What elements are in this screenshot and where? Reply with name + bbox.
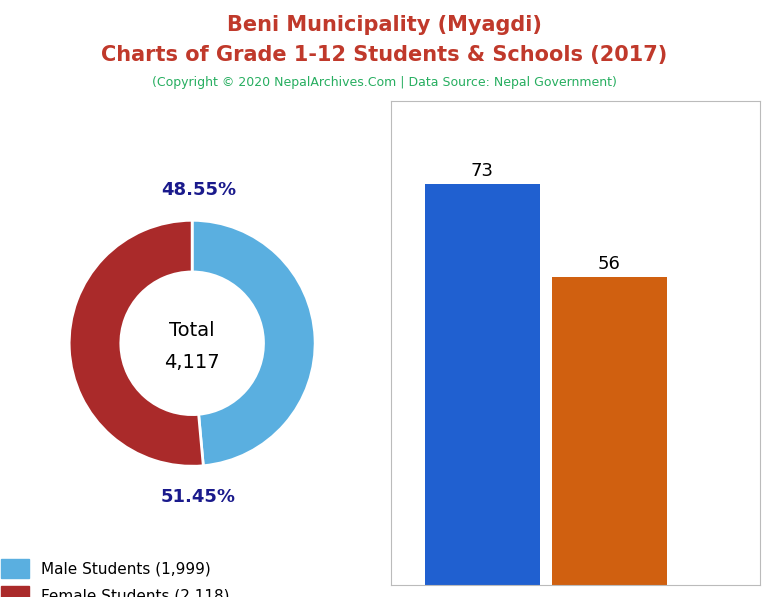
Text: 4,117: 4,117 <box>164 353 220 373</box>
Text: (Copyright © 2020 NepalArchives.Com | Data Source: Nepal Government): (Copyright © 2020 NepalArchives.Com | Da… <box>151 76 617 90</box>
Text: 73: 73 <box>471 162 494 180</box>
Text: 48.55%: 48.55% <box>161 180 236 199</box>
Bar <box>551 278 667 585</box>
Bar <box>425 184 540 585</box>
Text: 56: 56 <box>598 255 621 273</box>
Text: 51.45%: 51.45% <box>161 488 236 506</box>
Text: Charts of Grade 1-12 Students & Schools (2017): Charts of Grade 1-12 Students & Schools … <box>101 45 667 65</box>
Wedge shape <box>192 220 315 466</box>
Legend: Male Students (1,999), Female Students (2,118): Male Students (1,999), Female Students (… <box>0 554 234 597</box>
Text: Total: Total <box>169 321 215 340</box>
Wedge shape <box>69 220 204 466</box>
Text: Beni Municipality (Myagdi): Beni Municipality (Myagdi) <box>227 15 541 35</box>
